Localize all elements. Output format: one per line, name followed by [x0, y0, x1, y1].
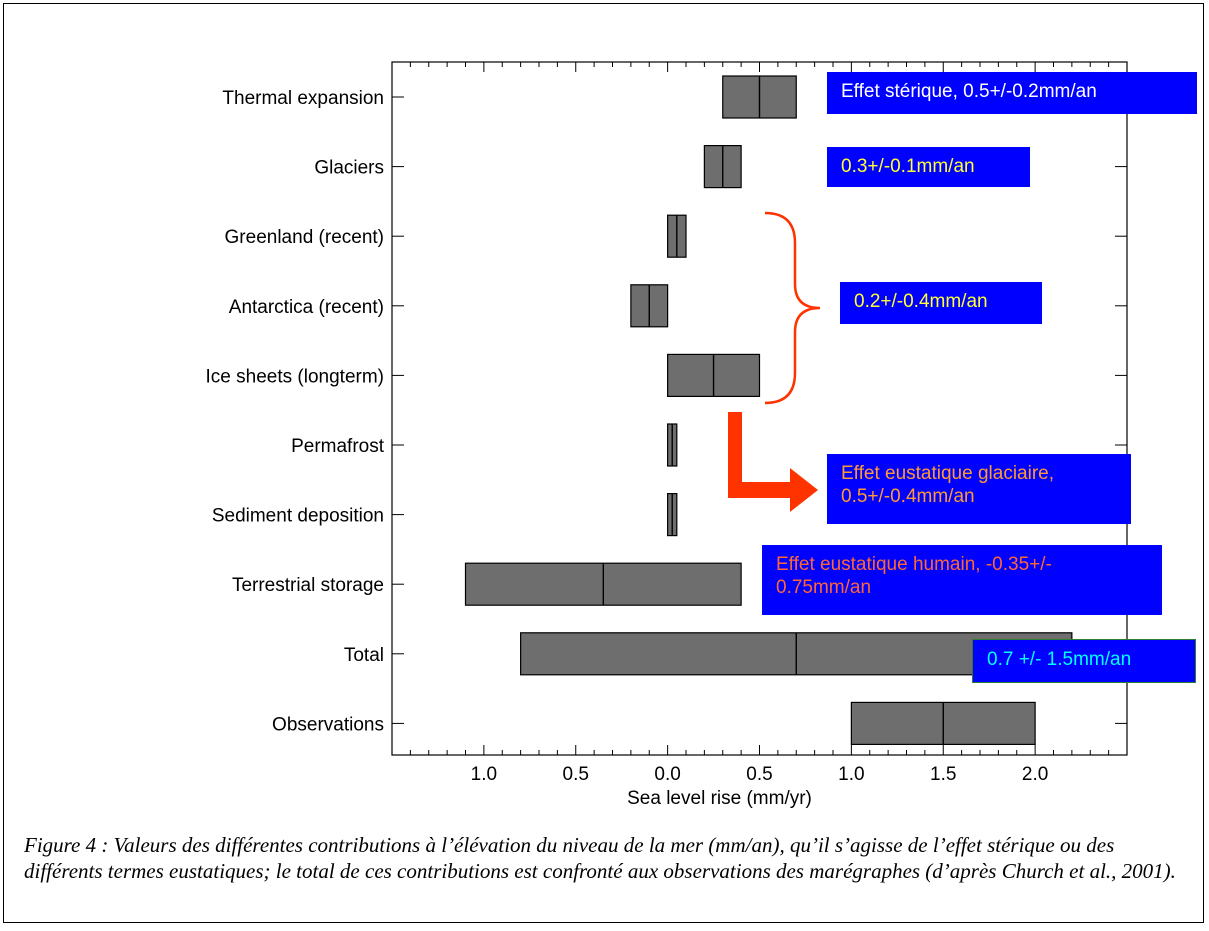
annotation-glacial-eustatic: Effet eustatique glaciaire, 0.5+/-0.4mm/…	[827, 454, 1131, 524]
x-tick-label: 1.5	[930, 764, 956, 785]
arrow-icon	[728, 412, 818, 512]
category-label: Antarctica (recent)	[229, 297, 384, 318]
bracket-icon	[764, 211, 821, 405]
x-tick-label: 1.0	[838, 764, 864, 785]
category-label: Permafrost	[291, 436, 385, 457]
category-label: Glaciers	[314, 158, 384, 179]
x-tick-label: 0.5	[563, 764, 589, 785]
x-tick-label: 2.0	[1022, 764, 1048, 785]
category-label: Terrestrial storage	[232, 575, 384, 596]
annotation-glaciers: 0.3+/-0.1mm/an	[827, 147, 1030, 187]
category-label: Greenland (recent)	[225, 227, 384, 248]
category-label: Observations	[272, 714, 384, 735]
x-tick-label: 0.5	[746, 764, 772, 785]
x-tick-label: 0.0	[654, 764, 680, 785]
annotation-steric: Effet stérique, 0.5+/-0.2mm/an	[827, 72, 1197, 114]
category-label: Thermal expansion	[222, 88, 384, 109]
figure-caption: Figure 4 : Valeurs des différentes contr…	[24, 833, 1176, 883]
annotation-human-eustatic: Effet eustatique humain, -0.35+/- 0.75mm…	[762, 545, 1162, 615]
category-label: Sediment deposition	[212, 506, 384, 527]
category-label: Total	[344, 645, 384, 666]
x-tick-label: 1.0	[471, 764, 497, 785]
category-label: Ice sheets (longterm)	[206, 366, 384, 387]
x-axis-label: Sea level rise (mm/yr)	[627, 788, 812, 809]
annotation-ice-sheets: 0.2+/-0.4mm/an	[840, 282, 1042, 324]
annotation-total: 0.7 +/- 1.5mm/an	[972, 639, 1196, 683]
